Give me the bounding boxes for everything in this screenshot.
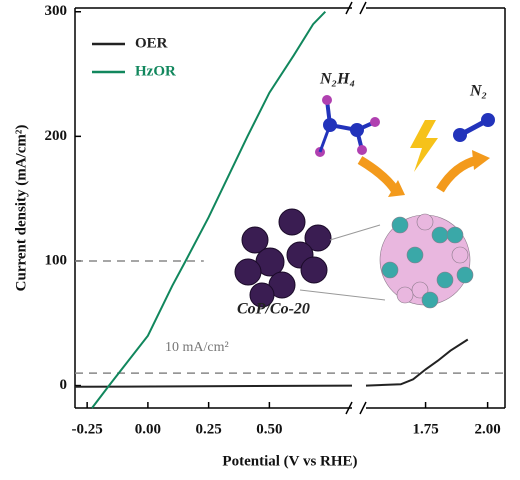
y-tick-label: 300	[45, 3, 68, 19]
x-tick-label: 1.75	[412, 421, 438, 437]
data-line	[91, 11, 327, 409]
legend-label: HzOR	[135, 63, 176, 79]
axis-break	[359, 401, 367, 415]
y-axis-label: Current density (mA/cm²)	[13, 125, 29, 292]
catalyst-label: CoP/Co-20	[237, 301, 310, 318]
axis-break	[359, 1, 367, 15]
y-tick-label: 200	[45, 128, 68, 144]
x-tick-label: 0.25	[196, 421, 222, 437]
x-tick-label: -0.25	[72, 421, 103, 437]
legend-label: OER	[135, 35, 168, 51]
x-tick-label: 2.00	[475, 421, 501, 437]
illustration: N₂H₄ N₂ CoP/Co-20	[234, 71, 495, 318]
axis-break	[345, 401, 353, 415]
y-tick-label: 100	[45, 252, 68, 268]
molecule-label: N₂H₄	[319, 71, 355, 88]
x-tick-label: 0.50	[256, 421, 282, 437]
y-tick-label: 0	[60, 377, 68, 393]
x-axis-label: Potential (V vs RHE)	[222, 453, 357, 469]
molecule-label: N₂	[469, 83, 487, 100]
reference-label: 10 mA/cm²	[165, 340, 229, 355]
axis-break	[345, 1, 353, 15]
x-tick-label: 0.00	[135, 421, 161, 437]
data-line	[74, 338, 469, 388]
